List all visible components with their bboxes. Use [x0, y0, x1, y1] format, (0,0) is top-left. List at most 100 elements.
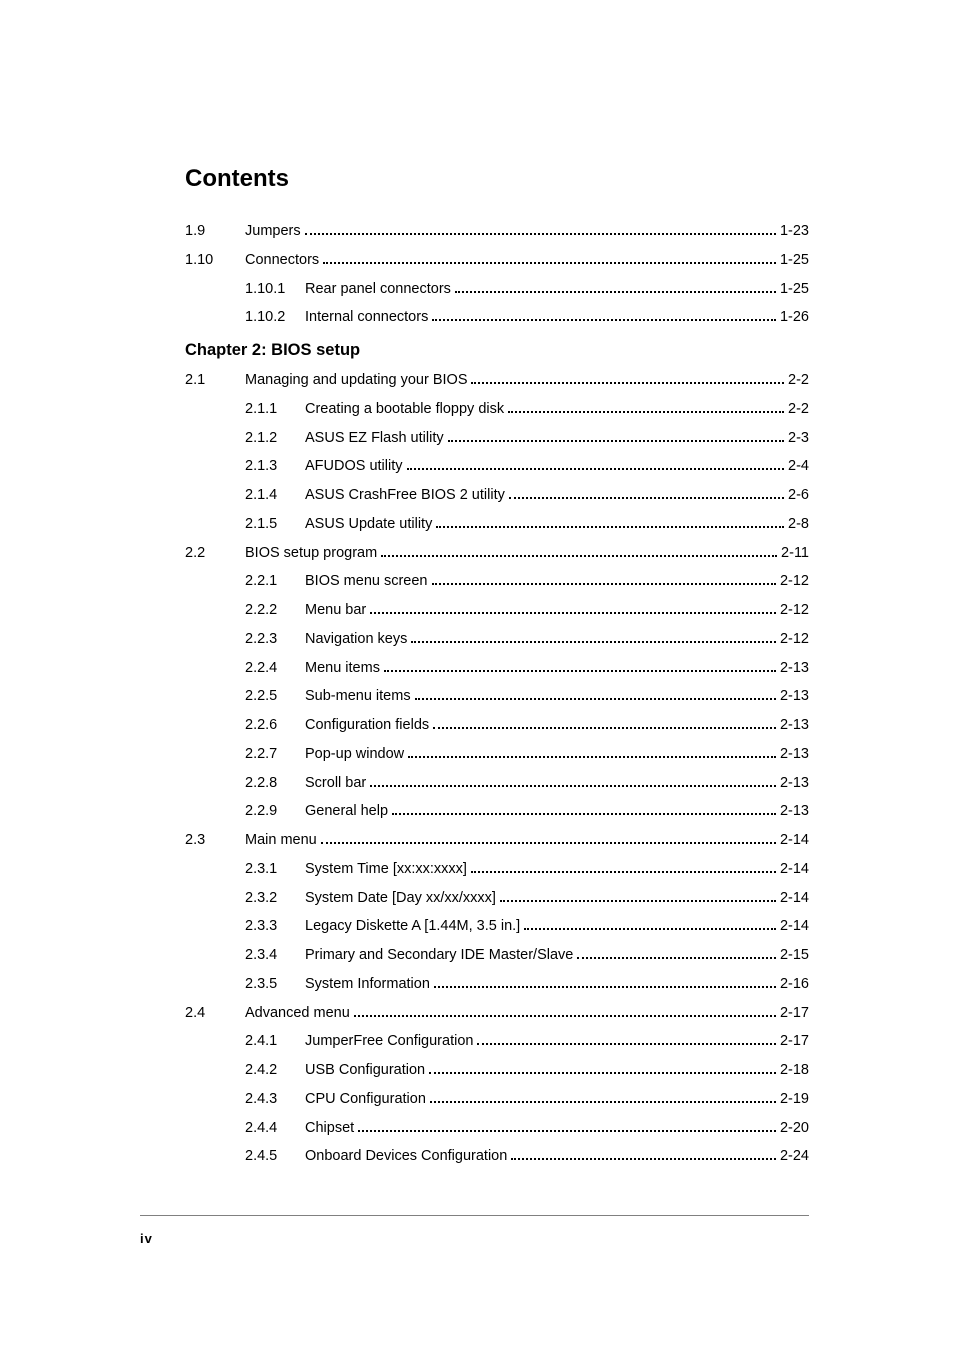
toc-entry-page: 2-14 — [780, 830, 809, 852]
toc-entry-page: 2-12 — [780, 571, 809, 593]
toc-entry-text: General help — [305, 801, 388, 823]
toc-entry-page: 2-2 — [788, 370, 809, 392]
toc-line: 2.1.3AFUDOS utility2-4 — [185, 456, 809, 478]
toc-entry-text: Pop-up window — [305, 744, 404, 766]
toc-entry-text: ASUS Update utility — [305, 514, 432, 536]
toc-entry-text: USB Configuration — [305, 1060, 425, 1082]
toc-dots — [392, 813, 776, 815]
toc-entry-number: 2.2.5 — [245, 686, 305, 708]
toc-entry-text: Jumpers — [245, 221, 301, 243]
toc-dots — [511, 1158, 776, 1160]
toc-entry-text: ASUS CrashFree BIOS 2 utility — [305, 485, 505, 507]
toc-entry-number: 2.3.4 — [245, 945, 305, 967]
toc-entry-text: Navigation keys — [305, 629, 407, 651]
toc-dots — [455, 291, 776, 293]
toc-entry-page: 2-13 — [780, 658, 809, 680]
toc-entry-text: Advanced menu — [245, 1003, 350, 1025]
toc-entry-page: 2-13 — [780, 715, 809, 737]
toc-dots — [434, 986, 776, 988]
toc-entry-text: Main menu — [245, 830, 317, 852]
toc-entry-number: 2.2.3 — [245, 629, 305, 651]
toc-entry-page: 2-12 — [780, 600, 809, 622]
toc-dots — [471, 871, 776, 873]
toc-entry-text: Sub-menu items — [305, 686, 411, 708]
toc-entry-number: 2.2.8 — [245, 773, 305, 795]
toc-line: 2.3Main menu2-14 — [185, 830, 809, 852]
toc-entry-number: 2.1.4 — [245, 485, 305, 507]
toc-dots — [411, 641, 776, 643]
toc-entry-page: 2-13 — [780, 686, 809, 708]
toc-entry-number: 2.4.4 — [245, 1118, 305, 1140]
toc-dots — [448, 440, 784, 442]
toc-entry-number: 2.1.3 — [245, 456, 305, 478]
toc-line: 2.4.2USB Configuration2-18 — [185, 1060, 809, 1082]
toc-entry-page: 2-16 — [780, 974, 809, 996]
footer-line — [140, 1215, 809, 1216]
toc-section-before-chapter: 1.9Jumpers1-231.10Connectors1-251.10.1Re… — [185, 221, 809, 329]
toc-line: 2.2.5Sub-menu items 2-13 — [185, 686, 809, 708]
toc-line: 2.3.2System Date [Day xx/xx/xxxx]2-14 — [185, 888, 809, 910]
toc-entry-number: 2.2.4 — [245, 658, 305, 680]
contents-title: Contents — [185, 165, 809, 193]
toc-entry-number: 2.1.5 — [245, 514, 305, 536]
toc-entry-text: Chipset — [305, 1118, 354, 1140]
toc-entry-page: 2-14 — [780, 888, 809, 910]
toc-entry-number: 2.1.1 — [245, 399, 305, 421]
toc-line: 2.2.7Pop-up window2-13 — [185, 744, 809, 766]
toc-entry-number: 2.3.1 — [245, 859, 305, 881]
toc-entry-text: CPU Configuration — [305, 1089, 426, 1111]
toc-entry-text: Internal connectors — [305, 307, 428, 329]
toc-dots — [384, 670, 776, 672]
toc-entry-page: 2-12 — [780, 629, 809, 651]
toc-entry-number: 2.2.7 — [245, 744, 305, 766]
toc-line: 2.1.4ASUS CrashFree BIOS 2 utility2-6 — [185, 485, 809, 507]
toc-entry-number: 2.4.2 — [245, 1060, 305, 1082]
toc-entry-page: 1-25 — [780, 250, 809, 272]
toc-entry-page: 2-14 — [780, 859, 809, 881]
toc-entry-page: 2-19 — [780, 1089, 809, 1111]
toc-entry-page: 1-25 — [780, 279, 809, 301]
toc-entry-number: 2.4.3 — [245, 1089, 305, 1111]
toc-dots — [305, 233, 776, 235]
toc-entry-number: 1.10.1 — [245, 279, 305, 301]
toc-entry-text: Menu bar — [305, 600, 366, 622]
toc-entry-page: 2-8 — [788, 514, 809, 536]
toc-entry-number: 2.2.2 — [245, 600, 305, 622]
toc-entry-number: 1.9 — [185, 221, 245, 243]
toc-entry-number: 2.1 — [185, 370, 245, 392]
toc-entry-text: Creating a bootable floppy disk — [305, 399, 504, 421]
toc-line: 1.10Connectors1-25 — [185, 250, 809, 272]
toc-dots — [370, 785, 776, 787]
toc-line: 2.3.3Legacy Diskette A [1.44M, 3.5 in.]2… — [185, 916, 809, 938]
toc-line: 2.2.2Menu bar 2-12 — [185, 600, 809, 622]
toc-line: 2.1.2ASUS EZ Flash utility 2-3 — [185, 428, 809, 450]
toc-entry-page: 2-17 — [780, 1003, 809, 1025]
toc-line: 2.2.1BIOS menu screen2-12 — [185, 571, 809, 593]
toc-entry-number: 2.3.5 — [245, 974, 305, 996]
toc-line: 2.3.5System Information 2-16 — [185, 974, 809, 996]
toc-entry-text: Connectors — [245, 250, 319, 272]
toc-line: 2.2.8Scroll bar2-13 — [185, 773, 809, 795]
toc-entry-page: 2-3 — [788, 428, 809, 450]
toc-entry-page: 2-13 — [780, 773, 809, 795]
toc-dots — [370, 612, 776, 614]
toc-line: 2.4Advanced menu2-17 — [185, 1003, 809, 1025]
toc-dots — [577, 957, 776, 959]
toc-entry-number: 2.1.2 — [245, 428, 305, 450]
toc-entry-number: 2.3.2 — [245, 888, 305, 910]
toc-line: 2.2.6Configuration fields2-13 — [185, 715, 809, 737]
toc-line: 2.2.3Navigation keys 2-12 — [185, 629, 809, 651]
toc-line: 2.3.4Primary and Secondary IDE Master/Sl… — [185, 945, 809, 967]
toc-entry-number: 2.3.3 — [245, 916, 305, 938]
toc-entry-text: Rear panel connectors — [305, 279, 451, 301]
toc-entry-text: BIOS setup program — [245, 543, 377, 565]
toc-entry-text: ASUS EZ Flash utility — [305, 428, 444, 450]
toc-line: 1.10.1Rear panel connectors 1-25 — [185, 279, 809, 301]
toc-entry-text: System Information — [305, 974, 430, 996]
toc-dots — [381, 555, 777, 557]
toc-entry-text: Onboard Devices Configuration — [305, 1146, 507, 1168]
toc-entry-text: JumperFree Configuration — [305, 1031, 473, 1053]
toc-entry-number: 2.4.5 — [245, 1146, 305, 1168]
toc-dots — [430, 1101, 776, 1103]
toc-line: 2.2BIOS setup program2-11 — [185, 543, 809, 565]
